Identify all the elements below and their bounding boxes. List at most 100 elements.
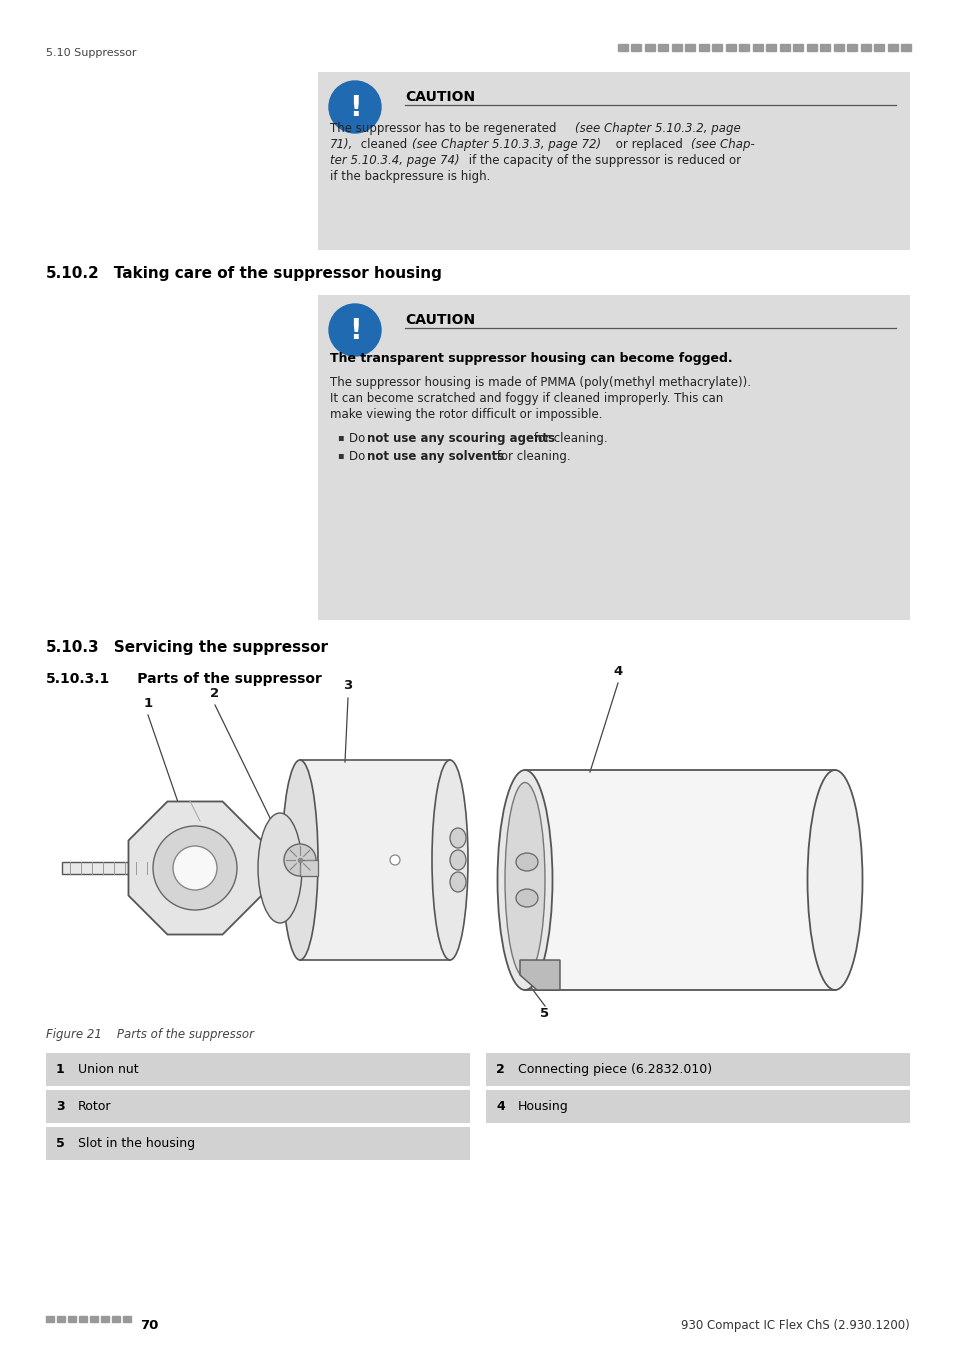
Bar xyxy=(631,45,640,51)
Circle shape xyxy=(329,81,380,134)
Bar xyxy=(317,296,909,620)
Text: 1: 1 xyxy=(56,1062,65,1076)
Text: 5.10.3: 5.10.3 xyxy=(46,640,99,655)
Bar xyxy=(644,45,655,51)
Bar xyxy=(485,1089,909,1123)
Text: 5: 5 xyxy=(539,1007,549,1021)
Ellipse shape xyxy=(432,760,468,960)
Text: It can become scratched and foggy if cleaned improperly. This can: It can become scratched and foggy if cle… xyxy=(330,392,722,405)
Ellipse shape xyxy=(450,850,465,869)
Text: Do: Do xyxy=(349,450,369,463)
Bar xyxy=(299,760,450,960)
Bar xyxy=(317,72,909,250)
Text: Slot in the housing: Slot in the housing xyxy=(78,1137,195,1150)
Text: 5.10 Suppressor: 5.10 Suppressor xyxy=(46,49,136,58)
Bar xyxy=(68,1316,76,1322)
Text: 70: 70 xyxy=(140,1319,158,1332)
Bar xyxy=(658,45,668,51)
Bar xyxy=(485,1053,909,1085)
Bar xyxy=(46,1127,470,1160)
Ellipse shape xyxy=(257,813,302,923)
Bar xyxy=(712,45,721,51)
Bar xyxy=(46,1089,470,1123)
Bar xyxy=(62,863,162,873)
Text: Parts of the suppressor: Parts of the suppressor xyxy=(108,672,321,686)
Bar xyxy=(79,1316,87,1322)
Text: Housing: Housing xyxy=(517,1100,568,1112)
Text: 930 Compact IC Flex ChS (2.930.1200): 930 Compact IC Flex ChS (2.930.1200) xyxy=(680,1319,909,1332)
Bar xyxy=(806,45,816,51)
Bar xyxy=(725,45,735,51)
Text: if the capacity of the suppressor is reduced or: if the capacity of the suppressor is red… xyxy=(464,154,740,167)
Bar xyxy=(846,45,857,51)
Bar xyxy=(46,1053,470,1085)
Bar xyxy=(833,45,843,51)
Text: Connecting piece (6.2832.010): Connecting piece (6.2832.010) xyxy=(517,1062,711,1076)
Ellipse shape xyxy=(450,828,465,848)
Text: 2: 2 xyxy=(496,1062,504,1076)
Bar xyxy=(780,45,789,51)
Text: Do: Do xyxy=(349,432,369,446)
Text: Taking care of the suppressor housing: Taking care of the suppressor housing xyxy=(98,266,441,281)
Text: if the backpressure is high.: if the backpressure is high. xyxy=(330,170,490,184)
Text: 4: 4 xyxy=(613,666,622,678)
Text: 1: 1 xyxy=(143,697,152,710)
Circle shape xyxy=(172,846,216,890)
Ellipse shape xyxy=(504,783,544,977)
Text: CAUTION: CAUTION xyxy=(405,313,475,327)
Bar xyxy=(46,1316,54,1322)
Bar xyxy=(901,45,910,51)
Text: The suppressor housing is made of PMMA (poly(methyl methacrylate)).: The suppressor housing is made of PMMA (… xyxy=(330,377,750,389)
Text: !: ! xyxy=(349,317,361,346)
Bar xyxy=(861,45,870,51)
Circle shape xyxy=(152,826,236,910)
Polygon shape xyxy=(519,960,559,990)
Text: not use any scouring agents: not use any scouring agents xyxy=(367,432,555,446)
Bar xyxy=(101,1316,109,1322)
Bar xyxy=(671,45,681,51)
Bar xyxy=(57,1316,65,1322)
Bar xyxy=(112,1316,120,1322)
Bar xyxy=(765,45,776,51)
Bar xyxy=(752,45,762,51)
Text: (see Chapter 5.10.3.3, page 72): (see Chapter 5.10.3.3, page 72) xyxy=(412,138,600,151)
Text: not use any solvents: not use any solvents xyxy=(367,450,504,463)
Text: 4: 4 xyxy=(496,1100,504,1112)
Text: for cleaning.: for cleaning. xyxy=(493,450,570,463)
Text: The transparent suppressor housing can become fogged.: The transparent suppressor housing can b… xyxy=(330,352,732,365)
Bar xyxy=(524,769,834,990)
Text: 5: 5 xyxy=(56,1137,65,1150)
Circle shape xyxy=(390,855,399,865)
Bar xyxy=(820,45,830,51)
Text: The suppressor has to be regenerated: The suppressor has to be regenerated xyxy=(330,122,559,135)
Bar xyxy=(739,45,749,51)
Text: Servicing the suppressor: Servicing the suppressor xyxy=(98,640,328,655)
Text: CAUTION: CAUTION xyxy=(405,90,475,104)
Text: Rotor: Rotor xyxy=(78,1100,112,1112)
Bar xyxy=(90,1316,98,1322)
Bar xyxy=(699,45,708,51)
Text: Figure 21    Parts of the suppressor: Figure 21 Parts of the suppressor xyxy=(46,1027,253,1041)
Text: 5.10.3.1: 5.10.3.1 xyxy=(46,672,111,686)
Text: make viewing the rotor difficult or impossible.: make viewing the rotor difficult or impo… xyxy=(330,408,602,421)
Text: for cleaning.: for cleaning. xyxy=(530,432,607,446)
Bar xyxy=(618,45,627,51)
Ellipse shape xyxy=(806,769,862,990)
Text: ▪: ▪ xyxy=(336,450,343,460)
Bar xyxy=(299,860,317,876)
Ellipse shape xyxy=(282,760,317,960)
Text: 71),: 71), xyxy=(330,138,353,151)
Text: ▪: ▪ xyxy=(336,432,343,441)
Bar xyxy=(793,45,802,51)
Text: 3: 3 xyxy=(343,679,353,693)
Text: 3: 3 xyxy=(56,1100,65,1112)
Circle shape xyxy=(284,844,315,876)
Text: (see Chapter 5.10.3.2, page: (see Chapter 5.10.3.2, page xyxy=(575,122,740,135)
Ellipse shape xyxy=(516,890,537,907)
Circle shape xyxy=(329,304,380,356)
Bar xyxy=(123,1316,131,1322)
Ellipse shape xyxy=(450,872,465,892)
Text: or replaced: or replaced xyxy=(612,138,686,151)
Bar xyxy=(887,45,897,51)
Text: cleaned: cleaned xyxy=(356,138,411,151)
